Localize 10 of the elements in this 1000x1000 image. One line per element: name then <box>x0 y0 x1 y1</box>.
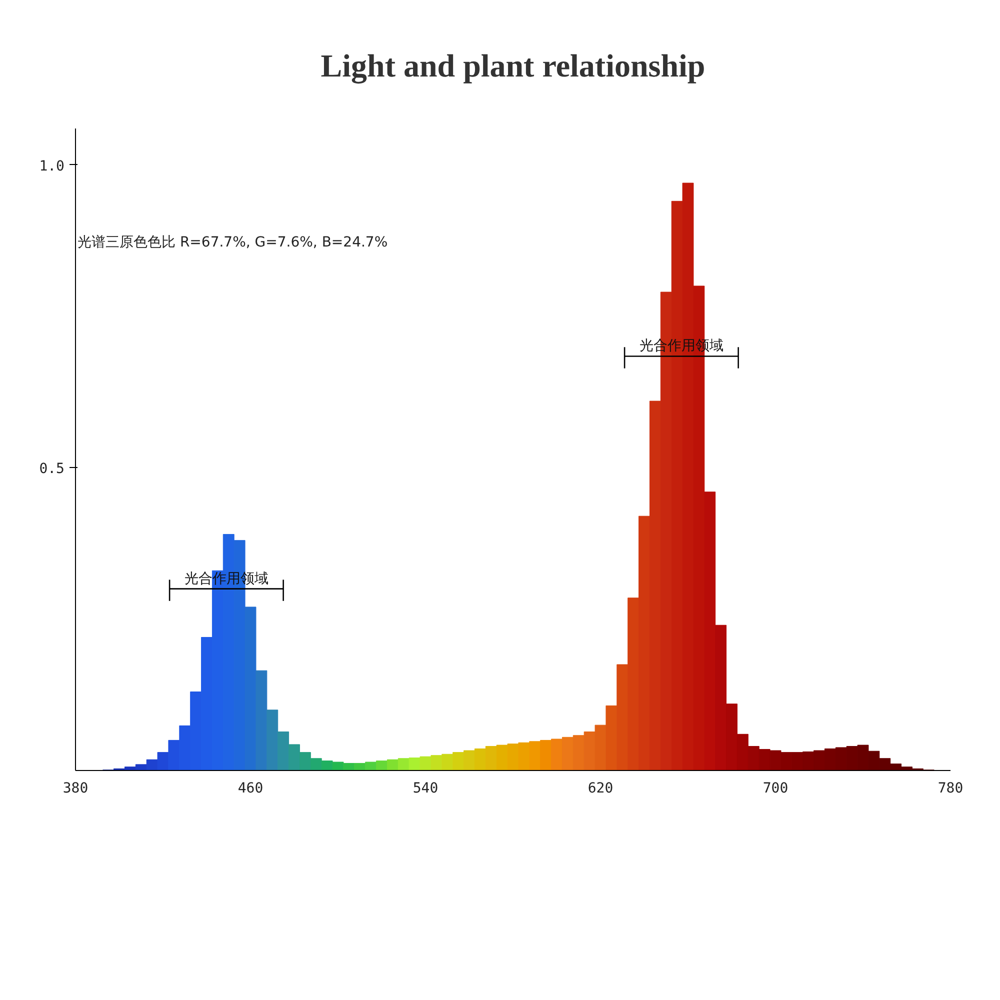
x-tick-label: 700 <box>762 780 788 796</box>
x-tick-label: 540 <box>412 780 438 796</box>
x-tick-label: 380 <box>62 780 88 796</box>
y-tick-label: 1.0 <box>39 158 65 174</box>
chart-title: Light and plant relationship <box>320 48 706 84</box>
x-tick-label: 780 <box>938 780 964 796</box>
x-tick-label: 620 <box>588 780 614 796</box>
annotation: 光谱三原色色比 R=67.7%, G=7.6%, B=24.7% <box>78 234 388 250</box>
x-tick-label: 460 <box>238 780 264 796</box>
y-tick-label: 0.5 <box>39 461 65 478</box>
